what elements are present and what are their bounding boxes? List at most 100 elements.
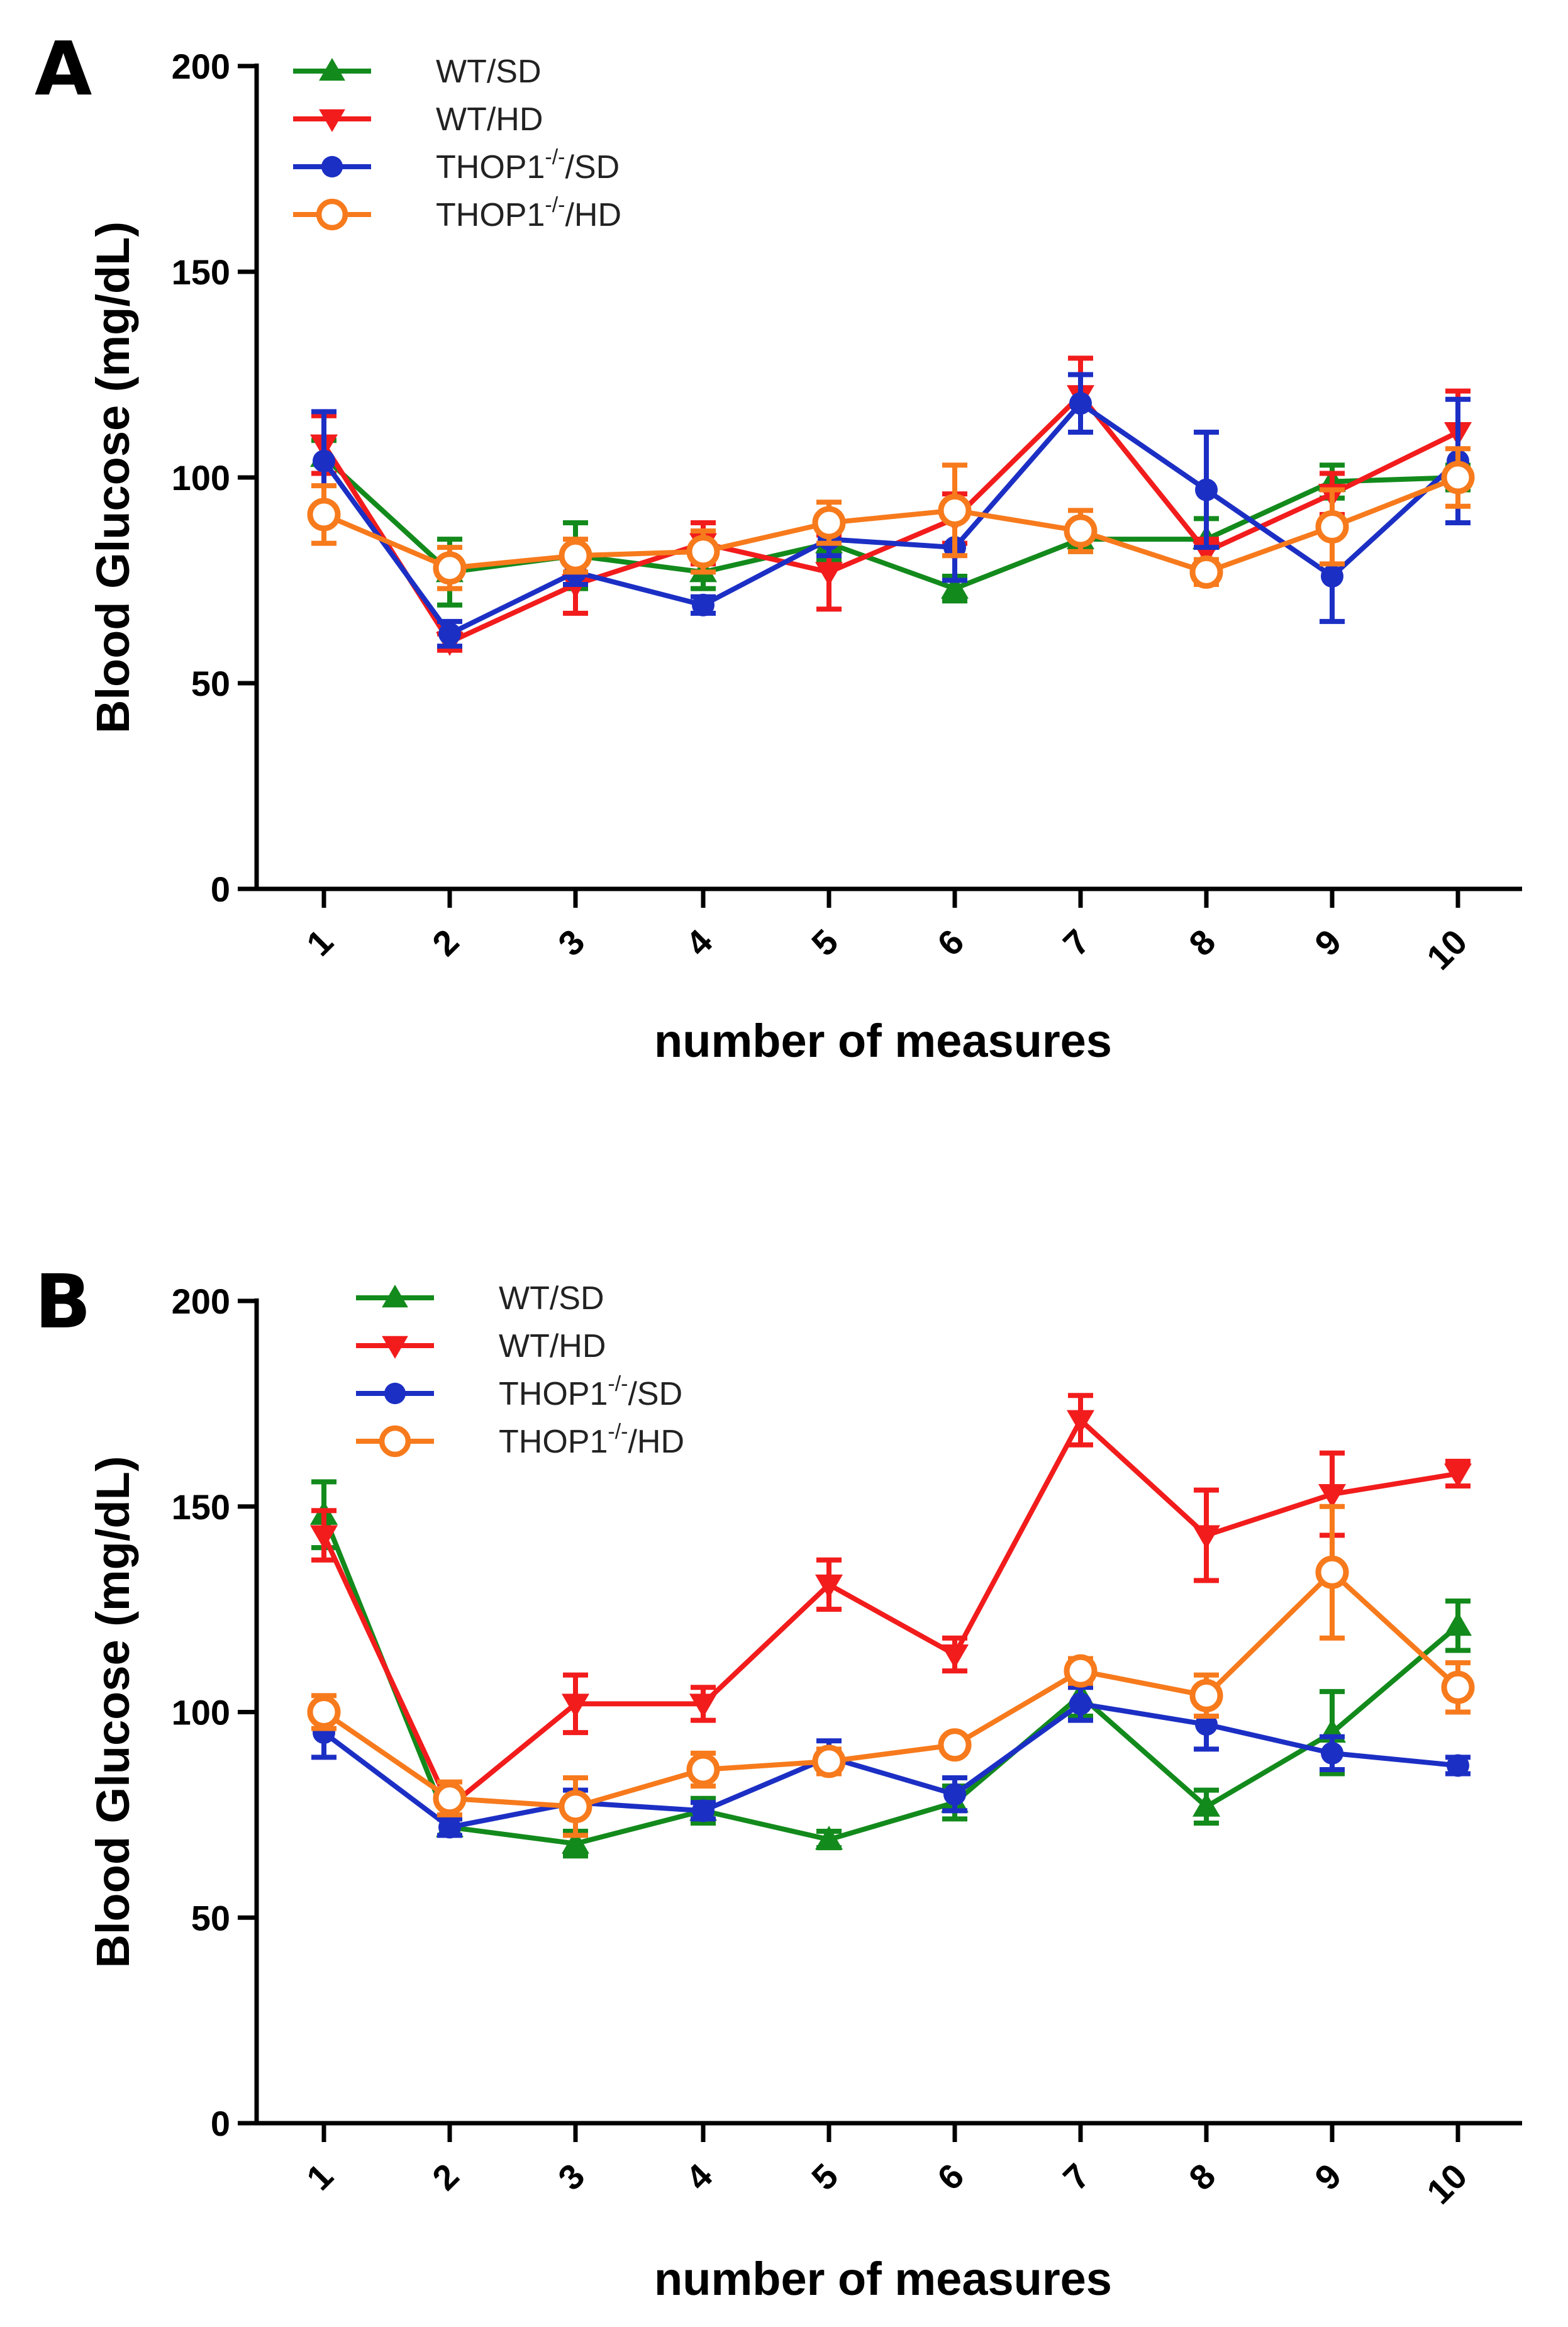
legend-label-suffix: /HD bbox=[565, 197, 621, 233]
data-point bbox=[686, 1753, 720, 1787]
legend-label: THOP1-/-/HD bbox=[436, 193, 621, 233]
legend-label-superscript: -/- bbox=[608, 1420, 628, 1444]
legend-item: THOP1-/-/SD bbox=[293, 145, 620, 186]
data-point bbox=[815, 1826, 843, 1850]
legend-marker bbox=[319, 109, 345, 132]
series-line bbox=[321, 1514, 1460, 1846]
data-point bbox=[559, 539, 592, 572]
legend-label-suffix: /SD bbox=[628, 1376, 682, 1412]
y-axis-title: Blood Glucose (mg/dL) bbox=[87, 221, 139, 734]
data-point bbox=[692, 1799, 714, 1822]
legend-item: THOP1-/-/HD bbox=[293, 193, 621, 233]
data-point bbox=[1189, 555, 1223, 589]
data-point bbox=[1441, 460, 1475, 494]
data-point bbox=[1318, 1484, 1346, 1509]
legend-label: THOP1-/-/SD bbox=[436, 145, 620, 186]
data-point bbox=[815, 562, 843, 586]
data-point bbox=[433, 1782, 467, 1816]
y-tick-label: 0 bbox=[211, 2104, 230, 2143]
legend-item: WT/HD bbox=[293, 101, 543, 138]
data-point bbox=[307, 1695, 341, 1729]
data-point bbox=[1441, 1670, 1475, 1704]
y-tick-label: 150 bbox=[172, 252, 230, 292]
data-point bbox=[1195, 1713, 1218, 1736]
legend-item: WT/SD bbox=[356, 1280, 604, 1317]
data-point bbox=[1067, 1410, 1094, 1434]
legend-label-text: THOP1 bbox=[436, 197, 545, 233]
legend-label-superscript: -/- bbox=[608, 1372, 628, 1396]
series-line bbox=[323, 475, 1459, 575]
legend-label-text: WT/HD bbox=[436, 101, 543, 138]
x-axis-title: number of measures bbox=[654, 1015, 1112, 1067]
y-tick-label: 200 bbox=[172, 47, 230, 86]
data-point bbox=[1189, 1678, 1223, 1712]
data-point bbox=[943, 1783, 966, 1806]
legend-label: THOP1-/-/SD bbox=[499, 1372, 682, 1412]
data-point bbox=[1444, 1612, 1472, 1636]
data-point bbox=[313, 449, 335, 472]
series-line bbox=[321, 401, 1460, 637]
data-point bbox=[938, 1728, 972, 1762]
y-tick-label: 100 bbox=[172, 1693, 230, 1733]
data-point bbox=[938, 493, 972, 527]
legend-label-superscript: -/- bbox=[545, 193, 565, 217]
legend-label: WT/HD bbox=[499, 1328, 606, 1364]
data-point bbox=[1321, 564, 1343, 588]
data-point bbox=[1064, 514, 1098, 548]
data-point bbox=[1069, 1692, 1092, 1716]
legend-marker bbox=[379, 1425, 411, 1458]
legend-label: WT/SD bbox=[436, 53, 542, 90]
data-point bbox=[1447, 1754, 1469, 1777]
legend-label-superscript: -/- bbox=[545, 145, 565, 169]
data-point bbox=[1444, 1463, 1472, 1488]
y-axis-title: Blood Glucose (mg/dL) bbox=[87, 1456, 139, 1968]
legend-label: WT/HD bbox=[436, 101, 543, 138]
panel-letter: A bbox=[35, 25, 92, 112]
series-line bbox=[322, 1701, 1459, 1830]
data-point bbox=[1193, 1525, 1220, 1549]
x-axis-title: number of measures bbox=[654, 2253, 1112, 2305]
series-3 bbox=[307, 446, 1475, 591]
y-tick-label: 150 bbox=[172, 1487, 230, 1527]
legend-label-text: WT/SD bbox=[436, 53, 542, 90]
legend-label-suffix: /HD bbox=[628, 1424, 684, 1460]
data-point bbox=[310, 1525, 338, 1549]
series-3 bbox=[307, 1504, 1475, 1838]
y-tick-label: 50 bbox=[191, 664, 230, 703]
series-line bbox=[321, 1417, 1459, 1809]
data-point bbox=[1069, 392, 1092, 415]
legend-label-text: THOP1 bbox=[499, 1376, 608, 1412]
y-tick-label: 100 bbox=[172, 458, 230, 498]
data-point bbox=[562, 1829, 589, 1854]
data-point bbox=[815, 1574, 843, 1599]
data-point bbox=[438, 622, 461, 645]
legend-label: WT/SD bbox=[499, 1280, 604, 1317]
y-tick-label: 50 bbox=[191, 1898, 230, 1938]
y-tick-label: 200 bbox=[172, 1281, 230, 1321]
legend-item: THOP1-/-/HD bbox=[356, 1420, 684, 1460]
data-point bbox=[1315, 510, 1349, 544]
data-point bbox=[689, 1694, 717, 1718]
data-point bbox=[692, 593, 714, 617]
legend-label-text: THOP1 bbox=[436, 149, 545, 186]
data-point bbox=[812, 506, 846, 540]
data-point bbox=[1315, 1555, 1349, 1589]
legend-label-text: WT/HD bbox=[499, 1328, 606, 1364]
data-point bbox=[1195, 478, 1218, 501]
legend-item: WT/SD bbox=[293, 53, 542, 90]
series-2 bbox=[311, 1685, 1471, 1839]
data-point bbox=[1064, 1654, 1098, 1688]
data-point bbox=[686, 535, 720, 569]
legend-label: THOP1-/-/HD bbox=[499, 1420, 684, 1460]
legend-label-suffix: /SD bbox=[565, 149, 620, 186]
data-point bbox=[559, 1790, 592, 1824]
data-point bbox=[438, 1816, 461, 1839]
legend-label-text: THOP1 bbox=[499, 1424, 608, 1460]
legend-marker bbox=[382, 1336, 408, 1359]
data-point bbox=[307, 498, 341, 532]
